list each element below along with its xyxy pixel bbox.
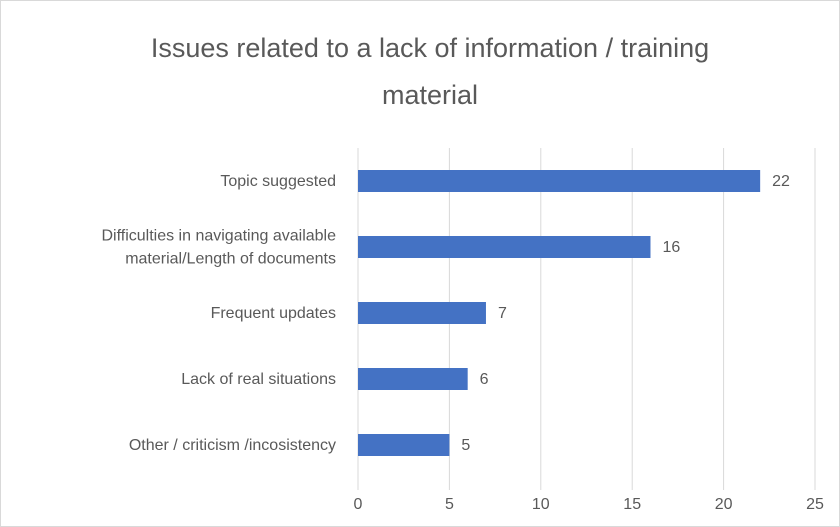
x-tick-label: 5 (445, 496, 454, 513)
chart-title: Issues related to a lack of information … (151, 33, 709, 110)
value-label: 16 (662, 239, 680, 256)
bar (358, 170, 761, 192)
value-label: 7 (498, 305, 507, 322)
x-tick-label: 25 (806, 496, 824, 513)
x-tick-label: 20 (715, 496, 733, 513)
bar (358, 368, 468, 390)
x-tick-label: 10 (532, 496, 550, 513)
bar (358, 302, 486, 324)
value-label: 6 (480, 371, 489, 388)
y-tick-label: Frequent updates (211, 305, 336, 322)
x-tick-label: 0 (354, 496, 363, 513)
y-tick-label: Other / criticism /incosistency (129, 437, 336, 454)
value-label: 5 (461, 437, 470, 454)
x-tick-label: 15 (623, 496, 641, 513)
bar (358, 434, 450, 456)
y-tick-label: Difficulties in navigating available mate… (101, 228, 336, 268)
y-tick-label: Lack of real situations (181, 371, 336, 388)
bar (358, 236, 651, 258)
y-tick-label: Topic suggested (220, 173, 336, 190)
value-label: 22 (772, 173, 790, 190)
